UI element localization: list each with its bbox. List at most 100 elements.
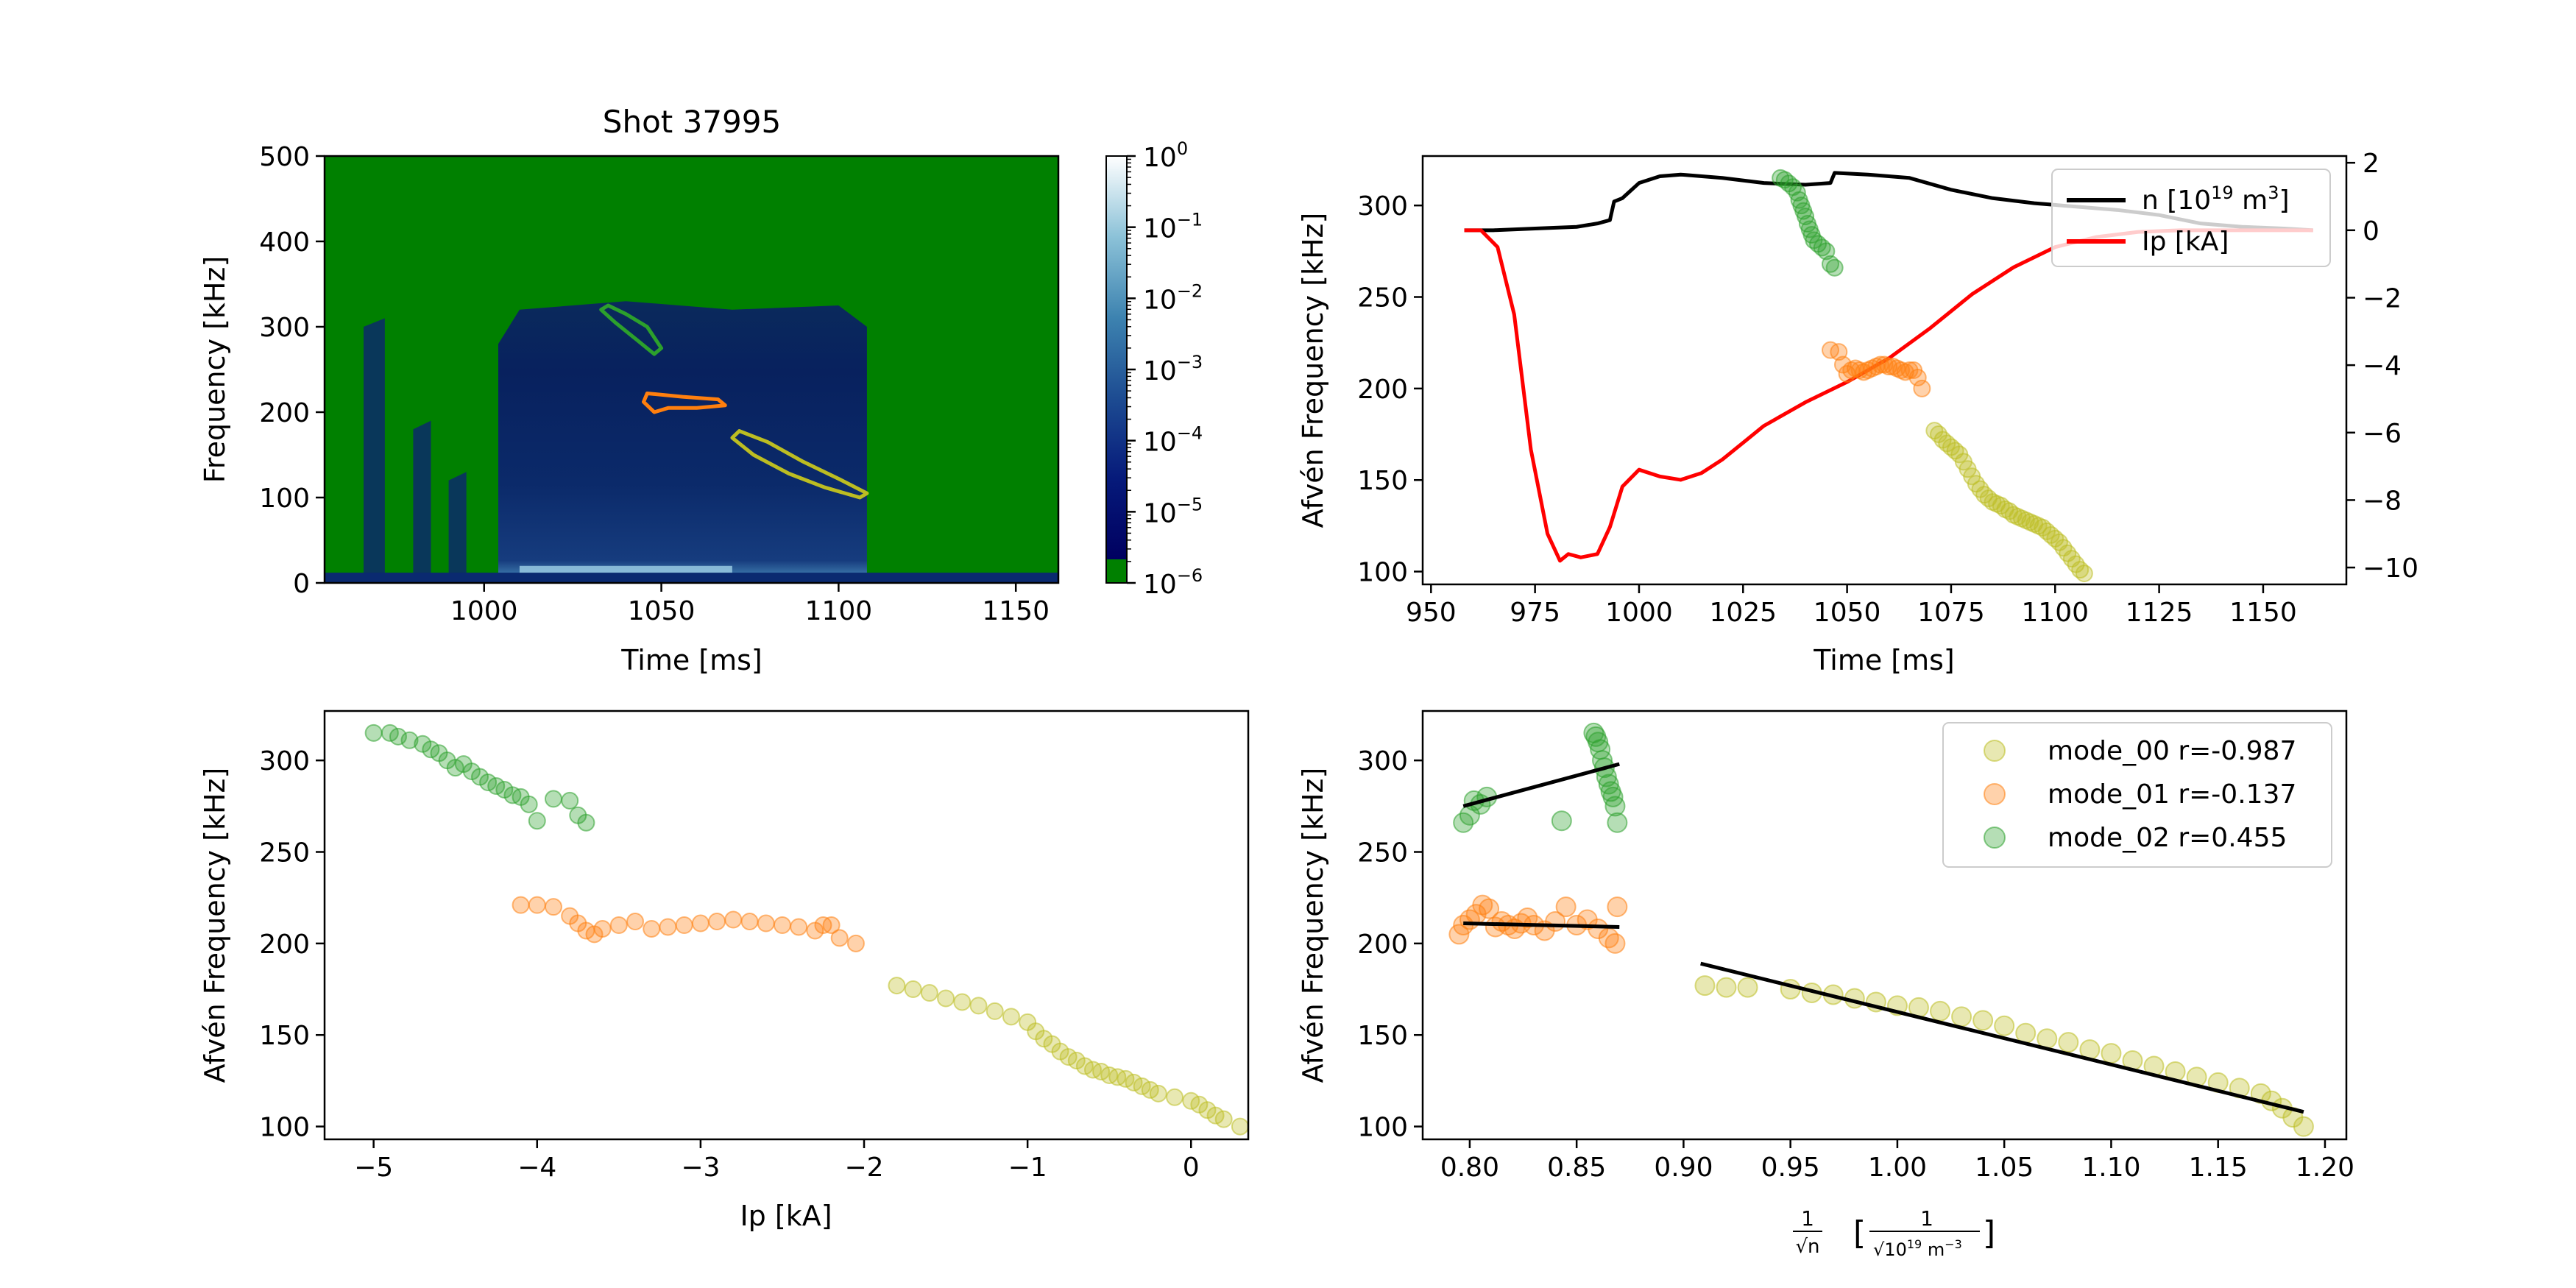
data-point-mode_02 — [1598, 774, 1619, 795]
data-point-mode_02 — [561, 791, 579, 810]
y-tick-label: 400 — [259, 227, 310, 258]
data-point-mode_00 — [1716, 977, 1737, 998]
y-tick-label: −2 — [2363, 283, 2402, 314]
x-tick-label: 1.05 — [1975, 1153, 2034, 1183]
data-point-mode_02 — [364, 723, 383, 742]
spectrogram-frame — [323, 155, 1060, 584]
data-point-mode_01 — [675, 916, 693, 934]
xlabel-frac-den: √n — [1795, 1236, 1819, 1258]
spectrogram-x-ticks: 1000 1050 1100 1150 — [450, 583, 1050, 626]
x-tick-label: 1.00 — [1868, 1153, 1927, 1183]
freq-vs-ip-x-ticks: −5 −4 −3 −2 −1 0 — [354, 1139, 1200, 1183]
x-tick-label: 1150 — [982, 596, 1050, 626]
legend-label-mode-00: mode_00 r=-0.987 — [2048, 736, 2296, 766]
y-tick-label: 500 — [259, 142, 310, 172]
data-point-mode_01 — [1913, 379, 1931, 397]
data-point-mode_00 — [1737, 977, 1758, 998]
y-tick-label: −6 — [2363, 419, 2402, 449]
x-tick-label: 0.90 — [1654, 1153, 1713, 1183]
spectrogram-y-ticks: 0 100 200 300 400 500 — [259, 142, 325, 599]
y-tick-label: 300 — [1357, 746, 1408, 776]
x-tick-label: −3 — [681, 1153, 720, 1183]
data-point-mode_01 — [512, 896, 530, 914]
contour-mode_01 — [641, 391, 727, 414]
time-traces-legend: n [1019 m3] Ip [kA] — [2051, 169, 2331, 267]
y-tick-label: 0 — [293, 569, 310, 599]
x-tick-label: 1025 — [1709, 598, 1777, 628]
data-point-mode_02 — [1825, 258, 1844, 277]
freq-vs-ip-xlabel: Ip [kA] — [740, 1200, 832, 1232]
y-tick-label: 200 — [259, 398, 310, 428]
time-traces-xlabel: Time [ms] — [1813, 644, 1955, 676]
x-tick-label: 1000 — [450, 596, 518, 626]
xlabel-unit-bracket-open: [ — [1853, 1214, 1866, 1252]
time-traces-panel: 950 975 1000 1025 1050 1075 1100 1125 1150 100 15… — [1297, 149, 2418, 676]
freq-vs-density-legend: mode_00 r=-0.987 mode_01 r=-0.137 mode_0… — [1942, 722, 2332, 868]
spectrogram-panel: Shot 37995 1000 1050 1100 1150 0 100 200 300 40… — [199, 104, 1203, 676]
spectrogram-contours — [599, 303, 869, 500]
data-point-mode_01 — [773, 916, 791, 934]
colorbar-tick-label: 10−2 — [1143, 280, 1203, 315]
time-traces-y-ticks: 100 150 200 250 300 — [1357, 191, 1423, 588]
xlabel-frac-num: 1 — [1801, 1206, 1814, 1231]
freq-vs-ip-points — [364, 723, 1248, 1136]
legend-label-mode-02: mode_02 r=0.455 — [2048, 823, 2287, 853]
y-tick-label: 300 — [1357, 191, 1408, 222]
data-point-mode_00 — [2101, 1043, 2122, 1064]
data-point-mode_00 — [1951, 1006, 1972, 1027]
freq-vs-density-x-ticks: 0.80 0.85 0.90 0.95 1.00 1.05 1.10 1.15 1.20 — [1440, 1139, 2354, 1183]
data-point-mode_00 — [2058, 1032, 2079, 1053]
data-point-mode_02 — [577, 813, 595, 832]
colorbar-tick-label: 10−4 — [1143, 423, 1203, 458]
x-tick-label: 950 — [1406, 598, 1457, 628]
data-point-mode_01 — [708, 913, 726, 931]
data-point-mode_00 — [2015, 1022, 2037, 1044]
freq-vs-ip-y-ticks: 100 150 200 250 300 — [259, 746, 325, 1143]
x-tick-label: 1.20 — [2296, 1153, 2354, 1183]
data-point-mode_01 — [1908, 368, 1927, 386]
data-point-mode_01 — [1479, 898, 1500, 919]
freq-vs-density-xlabel: 1 √n [ 1 √1019 m−3 ] — [1793, 1206, 1995, 1260]
data-point-mode_00 — [969, 997, 988, 1015]
data-point-mode_01 — [691, 914, 710, 933]
legend-marker-2 — [1984, 827, 2006, 849]
freq-vs-density-ylabel: Afvén Frequency [kHz] — [1297, 768, 1329, 1083]
freq-vs-density-frame — [1421, 710, 2348, 1141]
data-point-mode_00 — [1994, 1015, 2015, 1036]
data-point-mode_01 — [830, 929, 849, 947]
data-point-mode_00 — [2075, 565, 2093, 583]
spectrogram-title: Shot 37995 — [603, 104, 781, 140]
data-point-mode_02 — [544, 790, 562, 808]
data-point-mode_02 — [528, 812, 546, 830]
xlabel-unit-bracket-close: ] — [1983, 1214, 1995, 1252]
x-tick-label: 1100 — [2021, 598, 2089, 628]
x-tick-label: 1150 — [2229, 598, 2297, 628]
x-tick-label: 0.85 — [1547, 1153, 1606, 1183]
data-point-mode_01 — [593, 919, 612, 938]
fit-line-mode_02 — [1462, 762, 1620, 808]
legend-entries — [1984, 740, 2006, 849]
time-traces-y2-ticks: 2 0 −2 −4 −6 −8 −10 — [2346, 149, 2418, 584]
y-tick-label: 300 — [259, 746, 310, 776]
x-tick-label: 1050 — [628, 596, 696, 626]
data-point-mode_00 — [937, 989, 955, 1008]
data-point-mode_02 — [1551, 810, 1572, 832]
data-point-mode_02 — [400, 731, 419, 749]
x-tick-label: 975 — [1510, 598, 1560, 628]
time-traces-ylabel: Afvén Frequency [kHz] — [1297, 213, 1329, 528]
y-tick-label: 100 — [1357, 558, 1408, 588]
y-tick-label: −4 — [2363, 351, 2402, 381]
x-tick-label: −5 — [354, 1153, 393, 1183]
fit-line-mode_01 — [1463, 921, 1620, 929]
colorbar-tick-label: 10−6 — [1143, 565, 1203, 600]
fit-line-mode_00 — [1700, 961, 2304, 1114]
data-point-mode_02 — [520, 795, 538, 813]
y-tick-label: 150 — [1357, 1021, 1408, 1051]
data-point-mode_00 — [1149, 1084, 1167, 1103]
bright-low-band — [519, 565, 732, 573]
y-tick-label: 100 — [259, 484, 310, 514]
x-tick-label: −1 — [1008, 1153, 1047, 1183]
legend-label-mode-01: mode_01 r=-0.137 — [2048, 779, 2296, 810]
data-point-mode_00 — [1930, 1000, 1951, 1022]
